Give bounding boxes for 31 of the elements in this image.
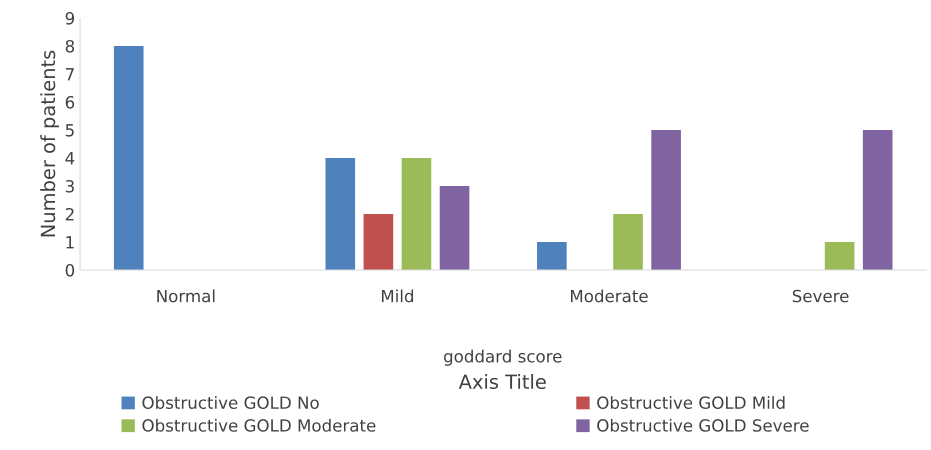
y-tick-label: 5 — [66, 124, 74, 137]
bar — [537, 242, 567, 270]
legend-label: Obstructive GOLD Severe — [597, 418, 809, 432]
bar — [325, 158, 356, 270]
y-tick-label: 6 — [66, 96, 74, 109]
y-tick-label: 9 — [66, 12, 74, 25]
y-tick-label: 8 — [66, 40, 74, 53]
x-tick-label: Severe — [792, 290, 849, 302]
x-tick-label: Normal — [157, 289, 214, 302]
bar — [114, 46, 144, 270]
bar — [651, 130, 681, 270]
bar — [613, 214, 643, 270]
y-tick-label: 2 — [66, 208, 74, 220]
x-tick-label: Mild — [382, 289, 414, 302]
x-axis-title: Axis Title — [458, 374, 546, 390]
text: goddard score — [444, 350, 562, 366]
y-tick-label: 7 — [66, 68, 74, 80]
bar — [862, 130, 892, 270]
y-tick-label: 3 — [66, 180, 74, 193]
y-axis-title: Number of patients — [40, 50, 60, 236]
x-tick-label: Moderate — [570, 289, 648, 302]
bar — [824, 242, 854, 270]
legend-label: Obstructive GOLD Moderate — [142, 418, 376, 432]
legend-label: Obstructive GOLD Mild — [597, 396, 785, 409]
bar — [364, 214, 394, 270]
legend-label: Obstructive GOLD No — [142, 396, 319, 409]
bar — [440, 186, 470, 270]
y-tick-label: 1 — [66, 236, 74, 248]
y-tick-label: 0 — [66, 264, 74, 277]
bar — [402, 158, 432, 270]
y-tick-label: 4 — [65, 152, 74, 164]
